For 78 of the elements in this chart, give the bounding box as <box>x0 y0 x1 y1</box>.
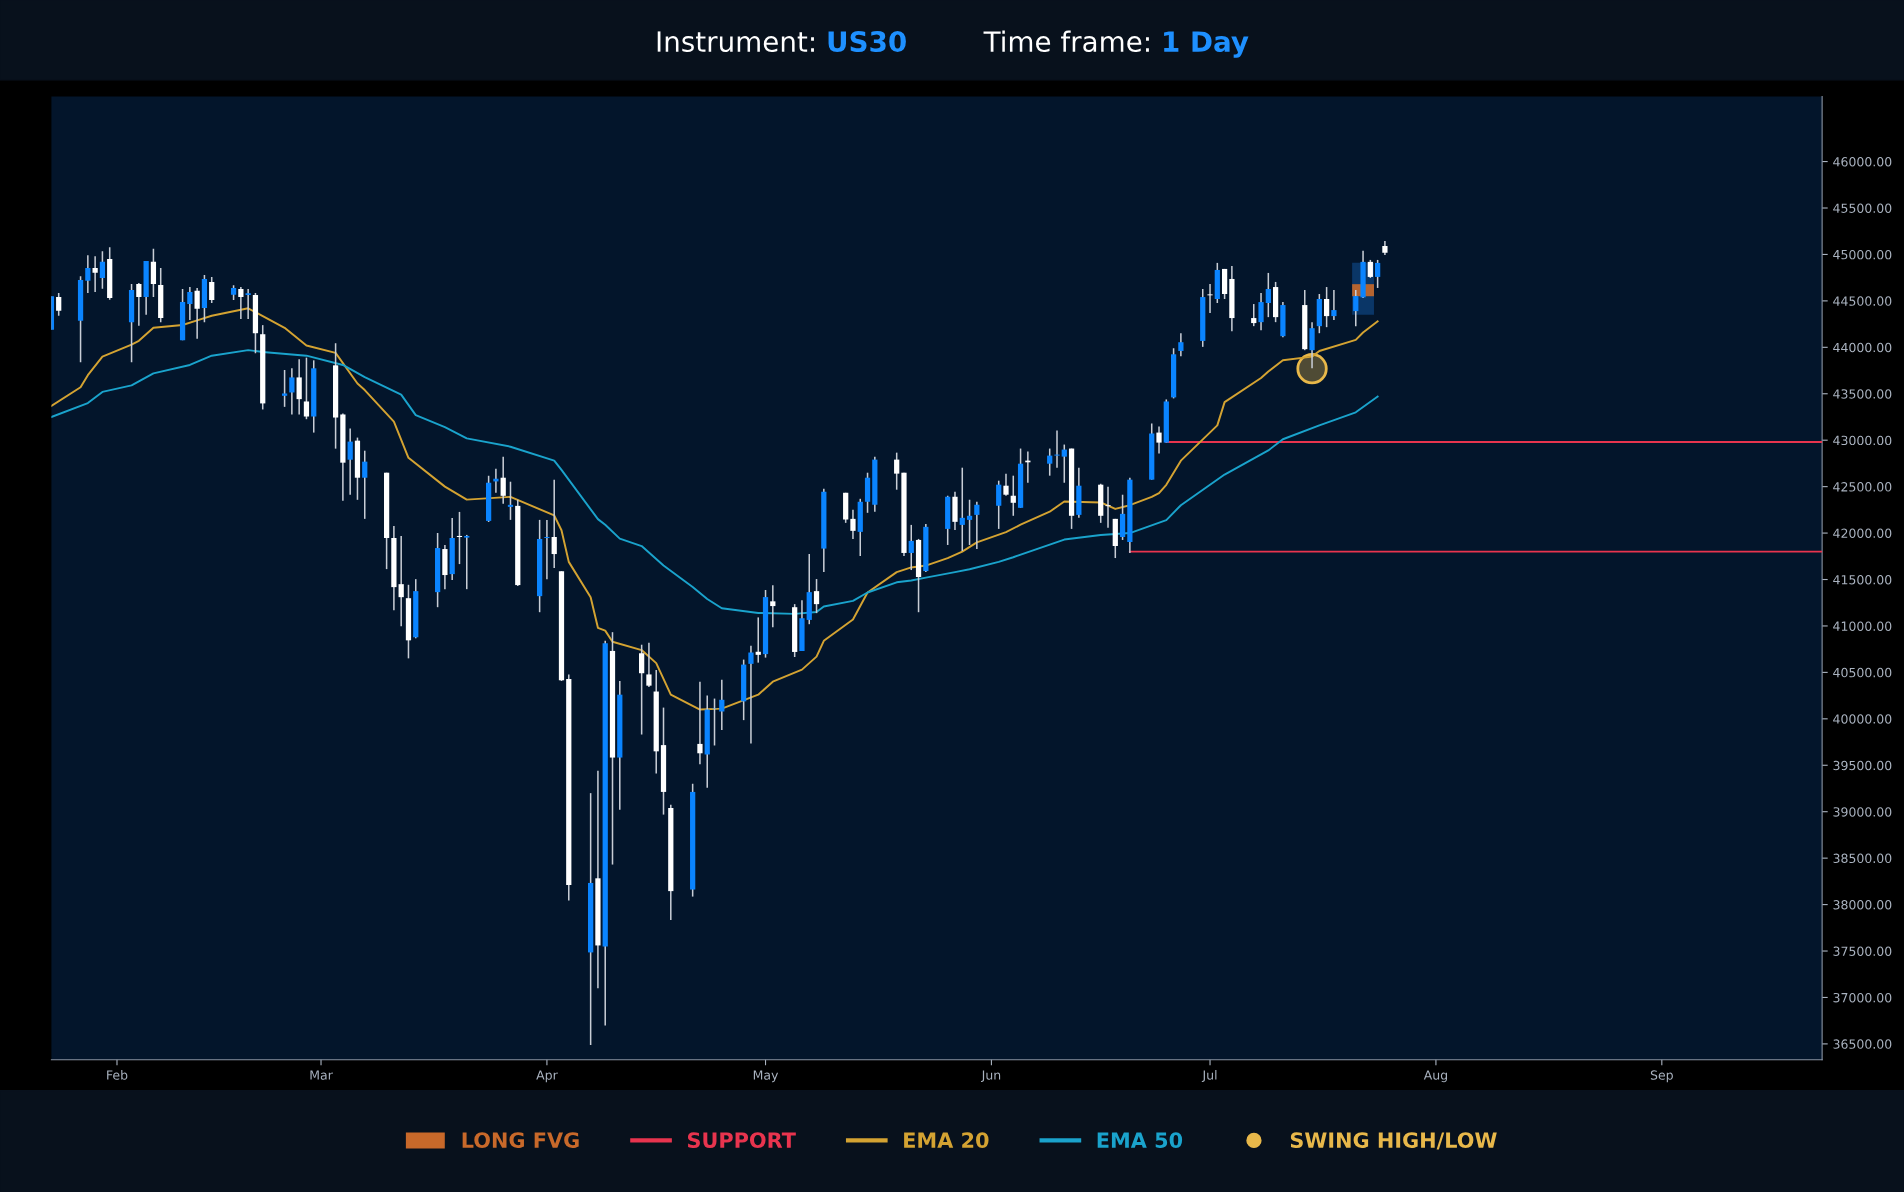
x-tick-label: Jun <box>981 1070 1001 1083</box>
candlestick <box>850 508 856 540</box>
candlestick <box>770 584 776 628</box>
y-tick-label: 40500.00 <box>1833 667 1892 678</box>
x-tick-label: May <box>753 1070 779 1083</box>
y-tick-label: 39500.00 <box>1833 760 1892 771</box>
x-tick-label: Aug <box>1423 1070 1447 1083</box>
candlestick <box>748 645 754 745</box>
candlestick <box>719 679 725 731</box>
candlestick <box>966 498 973 546</box>
candlestick <box>1375 259 1381 289</box>
y-tick-label: 37000.00 <box>1833 992 1892 1003</box>
candlestick <box>1309 321 1315 370</box>
candlestick <box>544 519 550 580</box>
legend-label: SUPPORT <box>687 1132 796 1148</box>
y-tick-label: 45000.00 <box>1833 249 1892 260</box>
y-tick-label: 44500.00 <box>1833 296 1892 306</box>
y-tick-label: 45500.00 <box>1833 203 1892 213</box>
candlestick <box>1105 485 1111 529</box>
candlestick <box>974 501 980 550</box>
candlestick <box>362 449 368 520</box>
y-tick-label: 43000.00 <box>1833 435 1892 446</box>
y-tick-label: 38500.00 <box>1833 853 1892 864</box>
y-tick-label: 41500.00 <box>1833 574 1892 585</box>
candlestick <box>959 466 965 552</box>
y-tick-label: 42500.00 <box>1833 482 1892 492</box>
y-tick-label: 42000.00 <box>1833 528 1892 538</box>
candlestick <box>456 511 463 565</box>
y-tick-label: 38000.00 <box>1833 900 1892 910</box>
candlestick <box>894 451 900 491</box>
candlestick <box>646 641 652 688</box>
candlestick <box>908 524 914 571</box>
y-tick-label: 36500.00 <box>1833 1039 1892 1049</box>
x-tick-label: Mar <box>310 1070 333 1080</box>
legend-label: EMA 50 <box>1097 1132 1183 1148</box>
candlestick <box>347 427 353 496</box>
candlestick <box>464 534 470 590</box>
candlestick <box>1331 289 1337 321</box>
y-tick-label: 40000.00 <box>1833 714 1892 724</box>
candlestick <box>697 681 703 766</box>
candlestick <box>1258 292 1264 331</box>
candlestick <box>551 478 557 569</box>
x-tick-label: Jul <box>1201 1070 1217 1083</box>
candlestick <box>500 455 506 505</box>
legend-label: EMA 20 <box>904 1132 989 1148</box>
chart-title: Instrument: US30 <box>657 31 906 53</box>
candlestick <box>1054 429 1060 469</box>
candlestick <box>398 535 404 627</box>
candlestick <box>996 479 1002 530</box>
candlestick <box>1061 443 1067 484</box>
y-tick-label: 44000.00 <box>1833 342 1892 353</box>
y-tick-label: 46000.00 <box>1833 157 1892 167</box>
candlestick <box>755 616 761 664</box>
candlestick <box>1119 493 1126 541</box>
candlestick <box>1367 259 1373 279</box>
candlestick <box>507 480 514 521</box>
candlestick <box>1178 332 1184 358</box>
y-tick-label: 43500.00 <box>1833 389 1892 399</box>
y-tick-label: 39000.00 <box>1833 807 1892 817</box>
legend-label: LONG FVG <box>462 1132 579 1148</box>
chart-subtitle: Time frame: 1 Day <box>983 30 1249 58</box>
candlestick <box>1047 447 1053 477</box>
candlestick <box>1156 425 1162 455</box>
x-tick-label: Feb <box>107 1070 128 1080</box>
legend-label: SWING HIGH/LOW <box>1290 1132 1497 1150</box>
candlestick <box>1003 472 1009 497</box>
candlestick <box>1251 303 1257 327</box>
candlestick <box>1207 283 1213 314</box>
candlestick <box>1353 289 1359 327</box>
candlestick <box>639 643 645 736</box>
candlestick <box>1265 272 1271 318</box>
x-tick-label: Sep <box>1650 1070 1673 1083</box>
y-tick-label: 41000.00 <box>1833 621 1892 631</box>
candlestick <box>1323 286 1330 328</box>
candlestick <box>1010 474 1016 517</box>
y-tick-label: 37500.00 <box>1833 946 1892 956</box>
x-tick-label: Apr <box>536 1070 558 1083</box>
candlestick <box>813 578 820 614</box>
